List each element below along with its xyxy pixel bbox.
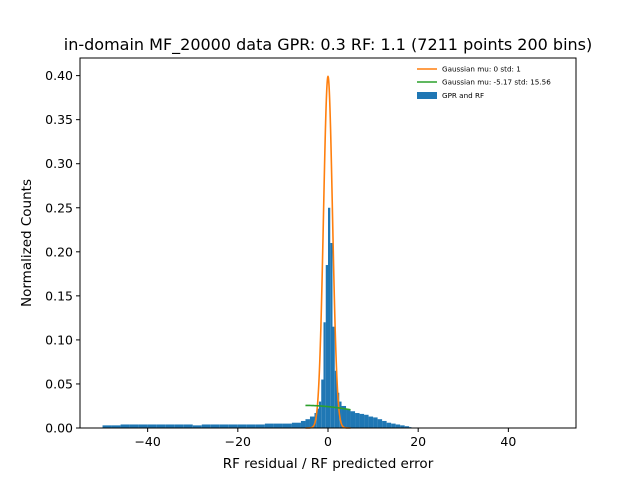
histogram-bar xyxy=(305,419,310,428)
x-axis-label: RF residual / RF predicted error xyxy=(223,456,434,472)
y-tick-label: 0.35 xyxy=(45,112,73,127)
histogram-bar xyxy=(339,401,342,428)
x-tick-label: −40 xyxy=(134,434,160,449)
histogram-bar xyxy=(147,424,157,428)
histogram-bar xyxy=(332,326,335,428)
y-tick-label: 0.05 xyxy=(45,376,73,391)
histogram-bar xyxy=(318,401,322,428)
gaussian-curves xyxy=(305,75,351,429)
histogram-bar xyxy=(210,424,220,428)
y-tick-label: 0.15 xyxy=(45,288,73,303)
histogram-bar xyxy=(102,425,112,428)
histogram-bar xyxy=(316,408,319,428)
histogram-bar xyxy=(273,423,283,428)
x-axis-ticks: −40 −20 0 20 40 xyxy=(134,428,516,449)
histogram-bar xyxy=(368,416,374,428)
histogram-bar xyxy=(156,424,166,428)
histogram-bar xyxy=(309,416,315,428)
legend-label-gaussian-std1: Gaussian mu: 0 std: 1 xyxy=(442,65,521,74)
histogram-bar xyxy=(246,424,256,428)
y-axis-ticks: 0.00 0.05 0.10 0.15 0.20 0.25 0.30 0.35 0.40 xyxy=(45,68,80,436)
gaussian-curve-std15 xyxy=(305,404,351,411)
histogram-bar xyxy=(183,424,193,428)
histogram-bar xyxy=(291,422,301,428)
histogram-bar xyxy=(201,424,211,428)
y-tick-label: 0.20 xyxy=(45,244,73,259)
histogram-bar xyxy=(228,424,238,428)
x-tick-label: −20 xyxy=(225,434,251,449)
histogram-bar xyxy=(404,426,410,428)
y-tick-label: 0.30 xyxy=(45,156,73,171)
histogram-bar xyxy=(300,420,306,428)
histogram-bar xyxy=(120,424,130,428)
histogram-bar xyxy=(386,422,392,428)
histogram-bar xyxy=(282,423,292,428)
histogram-bar xyxy=(219,424,229,428)
histogram-bar xyxy=(350,411,356,428)
histogram-bar xyxy=(382,420,387,428)
histogram-bar xyxy=(129,424,139,428)
y-tick-label: 0.10 xyxy=(45,332,73,347)
histogram-bar xyxy=(395,424,401,428)
histogram-bar xyxy=(359,413,365,428)
histogram-bar xyxy=(165,424,175,428)
histogram-bar xyxy=(334,370,338,428)
histogram-bar xyxy=(111,425,121,428)
histogram-bar xyxy=(355,413,360,428)
histogram-bar xyxy=(330,243,333,428)
histogram-bar xyxy=(192,425,202,428)
histogram-bar xyxy=(323,322,326,428)
y-tick-label: 0.00 xyxy=(45,421,73,436)
legend: Gaussian mu: 0 std: 1 Gaussian mu: -5.17… xyxy=(417,65,551,100)
y-tick-label: 0.25 xyxy=(45,200,73,215)
histogram-bar xyxy=(346,409,351,428)
histogram-bar xyxy=(264,423,274,428)
y-axis-label: Normalized Counts xyxy=(19,179,35,307)
histogram-bar xyxy=(321,379,324,428)
histogram-bar xyxy=(391,423,396,428)
histogram-bar xyxy=(174,424,184,428)
y-tick-label: 0.40 xyxy=(45,68,73,83)
x-tick-label: 0 xyxy=(324,434,332,449)
gaussian-curve-std1 xyxy=(305,75,351,429)
histogram-bar xyxy=(341,405,347,428)
x-tick-label: 40 xyxy=(500,434,516,449)
legend-swatch-histogram xyxy=(417,92,437,99)
histogram-bars xyxy=(102,207,412,428)
legend-label-gaussian-std15: Gaussian mu: -5.17 std: 15.56 xyxy=(442,78,551,87)
histogram-bar xyxy=(138,424,148,428)
histogram-bar xyxy=(373,417,378,428)
histogram-bar xyxy=(400,425,405,428)
histogram-bar xyxy=(364,414,369,428)
x-tick-label: 20 xyxy=(410,434,426,449)
histogram-bar xyxy=(237,424,247,428)
histogram-bar xyxy=(337,392,340,428)
histogram-bar xyxy=(328,207,331,428)
histogram-bar xyxy=(377,419,383,428)
histogram-bar xyxy=(255,424,265,428)
legend-label-histogram: GPR and RF xyxy=(442,91,484,100)
histogram-bar xyxy=(325,265,328,428)
chart-title: in-domain MF_20000 data GPR: 0.3 RF: 1.1… xyxy=(64,35,592,55)
